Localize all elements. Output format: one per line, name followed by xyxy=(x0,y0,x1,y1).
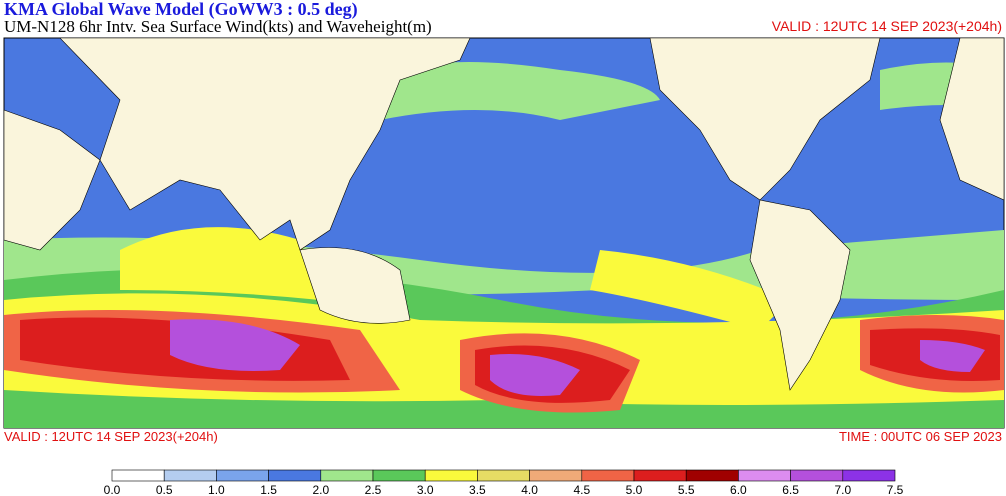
colorbar-label: 1.0 xyxy=(208,483,225,496)
colorbar-box xyxy=(111,469,165,482)
subtitle: UM-N128 6hr Intv. Sea Surface Wind(kts) … xyxy=(4,17,432,36)
colorbar-box xyxy=(477,469,530,482)
colorbar-label: 3.0 xyxy=(417,483,434,496)
colorbar-box xyxy=(790,469,844,482)
colorbar-box xyxy=(424,469,478,482)
colorbar-box xyxy=(738,469,791,482)
colorbar-label: 7.5 xyxy=(887,483,904,496)
valid-time: VALID : 12UTC 14 SEP 2023(+204h) xyxy=(772,18,1002,34)
wave-band xyxy=(380,62,1004,120)
colorbar-box xyxy=(842,469,896,482)
land xyxy=(3,109,101,251)
land xyxy=(649,37,881,201)
colorbar-label: 6.0 xyxy=(730,483,747,496)
colorbar-label: 0.0 xyxy=(104,483,121,496)
land xyxy=(299,247,411,324)
wave-band xyxy=(170,319,985,396)
land xyxy=(749,199,851,391)
colorbar-box xyxy=(216,469,269,482)
colorbar-label: 1.5 xyxy=(260,483,277,496)
map xyxy=(3,37,1005,429)
title: KMA Global Wave Model (GoWW3 : 0.5 deg) xyxy=(4,0,358,20)
colorbar-label: 2.5 xyxy=(365,483,382,496)
colorbar-box xyxy=(163,469,217,482)
colorbar-label: 2.0 xyxy=(312,483,329,496)
colorbar-box xyxy=(320,469,374,482)
colorbar-label: 4.5 xyxy=(573,483,590,496)
colorbar-box xyxy=(372,469,426,482)
colorbar-label: 7.0 xyxy=(834,483,851,496)
colorbar-box xyxy=(685,469,739,482)
colorbar-label: 3.5 xyxy=(469,483,486,496)
colorbar-label: 0.5 xyxy=(156,483,173,496)
land xyxy=(4,37,471,251)
colorbar-label: 5.5 xyxy=(678,483,695,496)
valid-time: VALID : 12UTC 14 SEP 2023(+204h) xyxy=(4,429,218,444)
colorbar: 0.0 0.5 1.0 1.5 2.0 2.5 3.0 3.5 4.0 4.5 5.0 5.5 6.0 6… xyxy=(104,469,904,496)
init-time: TIME : 00UTC 06 SEP 2023 xyxy=(839,429,1002,444)
land xyxy=(939,37,1005,201)
colorbar-label: 5.0 xyxy=(626,483,643,496)
colorbar-label: 4.0 xyxy=(521,483,538,496)
colorbar-box xyxy=(581,469,635,482)
colorbar-label: 6.5 xyxy=(782,483,799,496)
colorbar-box xyxy=(633,469,687,482)
colorbar-box xyxy=(268,469,322,482)
wave-band xyxy=(120,227,790,330)
colorbar-box xyxy=(529,469,583,482)
